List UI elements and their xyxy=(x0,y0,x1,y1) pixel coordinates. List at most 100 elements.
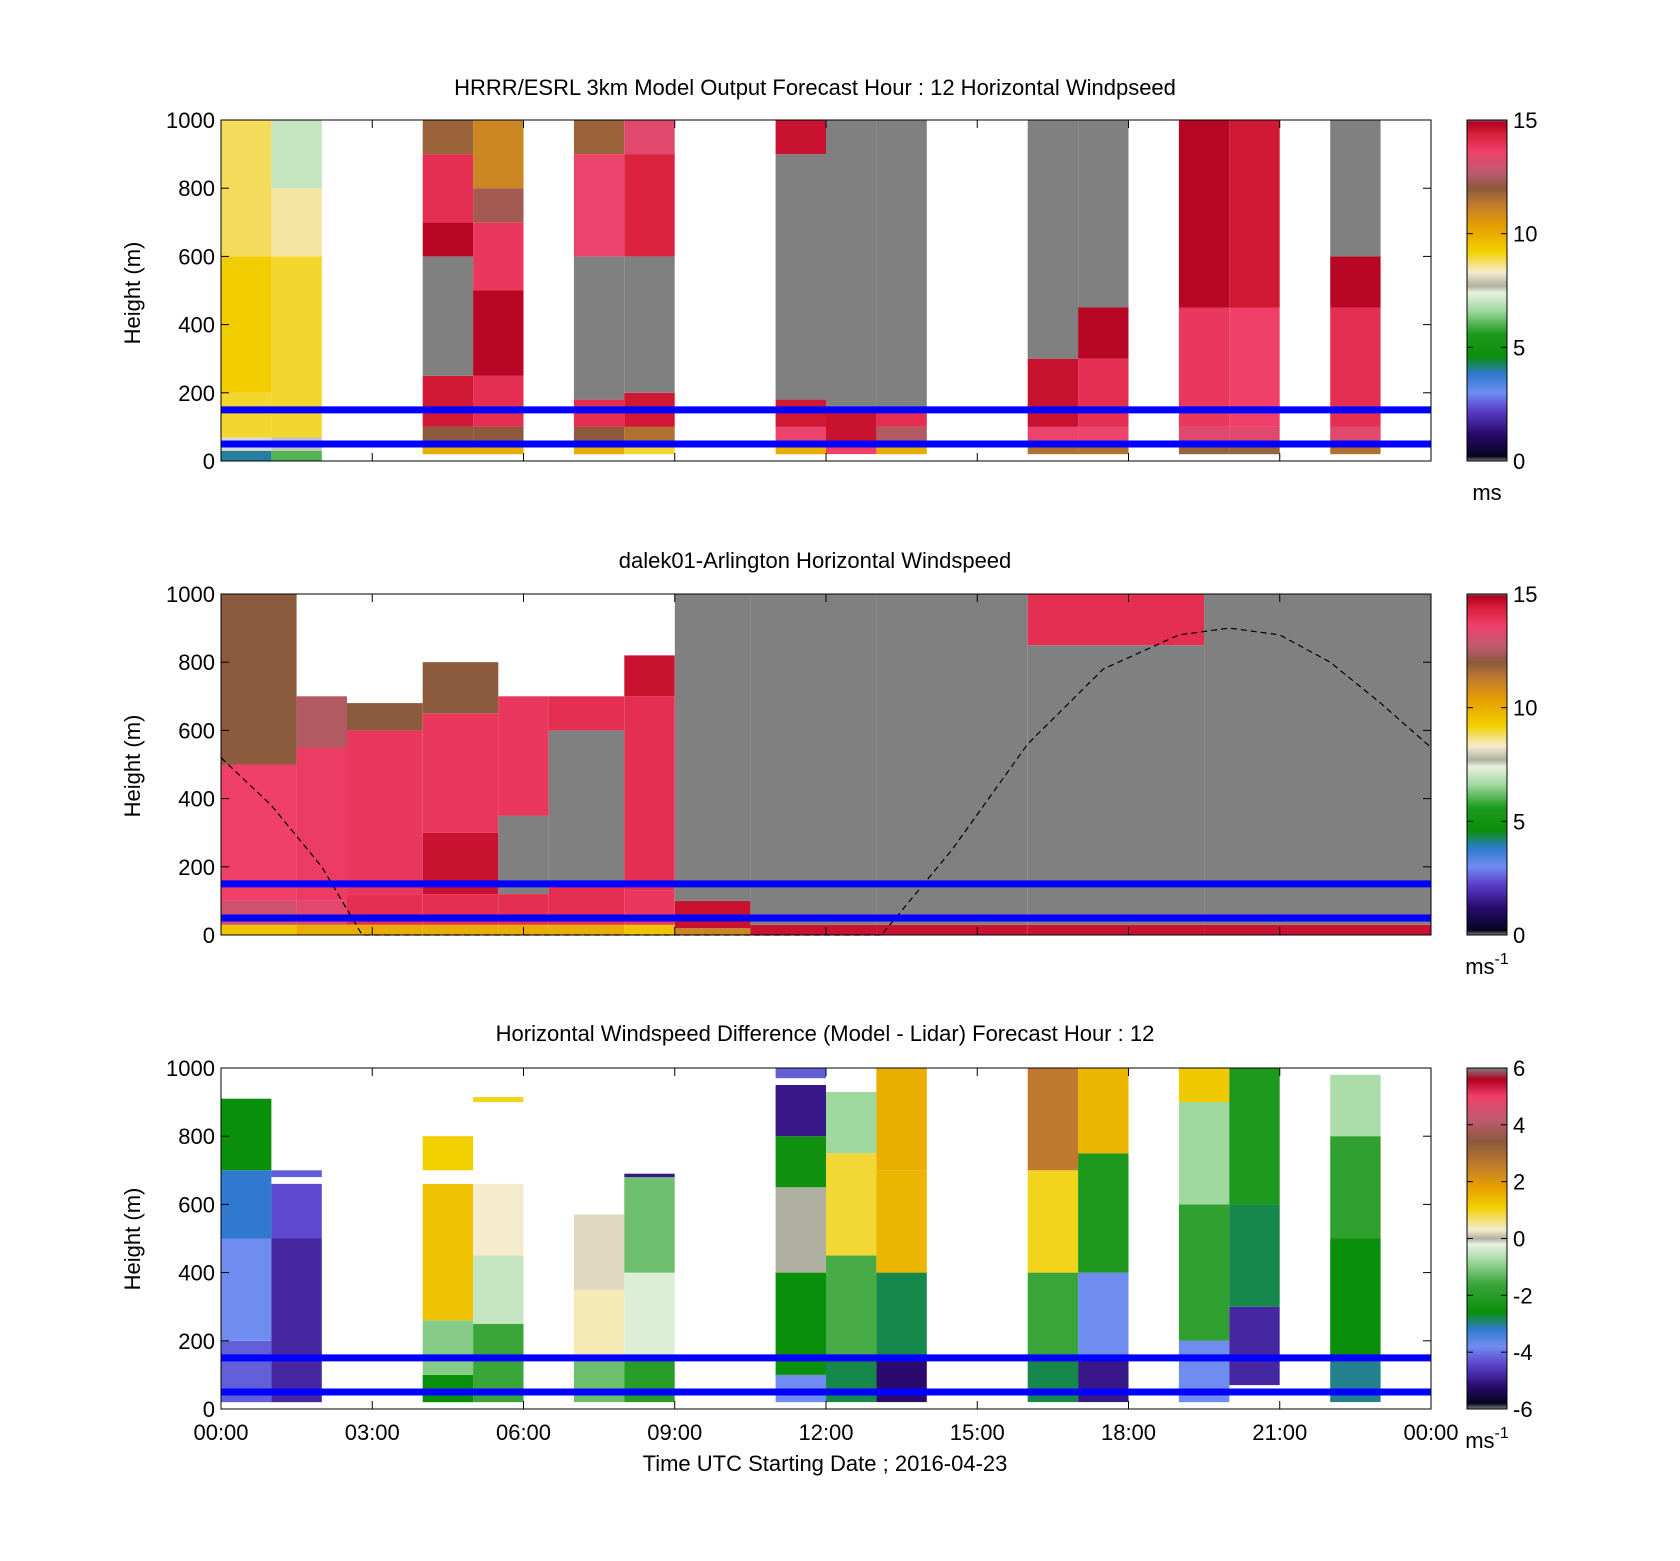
y-tick-label: 1000 xyxy=(166,1056,215,1081)
panel-title: dalek01-Arlington Horizontal Windspeed xyxy=(619,548,1012,573)
heatmap-cell xyxy=(473,188,524,223)
heatmap-cell xyxy=(624,290,675,393)
panel-windspeed-difference: Horizontal Windspeed Difference (Model -… xyxy=(120,1021,1533,1453)
colorbar-tick-label: 4 xyxy=(1513,1113,1525,1138)
colorbar: 6 4 2 0 -2 -4 -6ms-1 xyxy=(1465,1056,1532,1453)
colorbar-tick-label: 2 xyxy=(1513,1170,1525,1195)
heatmap-cell xyxy=(1027,358,1079,427)
y-tick-label: 0 xyxy=(203,449,215,474)
colorbar-tick-label: 15 xyxy=(1513,582,1537,607)
heatmap-cell xyxy=(422,447,474,455)
heatmap-cell xyxy=(422,256,474,376)
heatmap-cell xyxy=(422,1136,474,1171)
heatmap-cell xyxy=(473,120,524,189)
heatmap-cell xyxy=(1178,120,1230,308)
heatmap-cell xyxy=(826,1357,877,1403)
y-axis-label: Height (m) xyxy=(120,1188,145,1291)
heatmap-cell xyxy=(1027,1068,1079,1171)
heatmap-cell xyxy=(1204,594,1431,925)
colorbar-tick-label: 5 xyxy=(1513,809,1525,834)
heatmap-cell xyxy=(624,154,675,257)
heatmap-cell xyxy=(473,375,524,427)
heatmap-cell xyxy=(826,1255,877,1358)
heatmap-cell xyxy=(876,1170,927,1273)
colorbar-gradient xyxy=(1466,119,1508,462)
heatmap-cell xyxy=(1229,447,1280,455)
heatmap-cell xyxy=(422,222,474,257)
heatmap-cell xyxy=(1027,1170,1079,1273)
colorbar-unit: ms xyxy=(1472,480,1501,505)
panel-title: Horizontal Windspeed Difference (Model -… xyxy=(496,1021,1155,1046)
heatmap-cell xyxy=(347,703,423,731)
heatmap-cell xyxy=(422,120,474,155)
heatmap-cell xyxy=(1330,1357,1381,1403)
y-tick-label: 600 xyxy=(178,718,215,743)
colorbar-tick-label: 10 xyxy=(1513,222,1537,247)
colorbar-unit: ms-1 xyxy=(1465,1425,1509,1453)
heatmap-cell xyxy=(876,409,927,427)
y-tick-label: 400 xyxy=(178,313,215,338)
heatmap-cell xyxy=(1330,447,1381,455)
heatmap-cell xyxy=(271,1183,322,1239)
heatmap-cell xyxy=(1178,1204,1230,1341)
colorbar-tick-label: -2 xyxy=(1513,1283,1533,1308)
heatmap-cell xyxy=(876,1068,927,1171)
heatmap-cell xyxy=(1204,924,1431,935)
y-tick-label: 1000 xyxy=(166,108,215,133)
heatmap-cell xyxy=(876,594,1028,925)
heatmap-cell xyxy=(876,447,927,455)
heatmap-cell xyxy=(422,154,474,223)
heatmap-cell xyxy=(876,120,927,410)
heatmap-cell xyxy=(1027,924,1205,935)
heatmap-cell xyxy=(1078,1153,1129,1273)
heatmap-cell xyxy=(271,1238,322,1403)
heatmap-cell xyxy=(624,1173,675,1178)
y-tick-label: 600 xyxy=(178,244,215,269)
heatmap-cell xyxy=(548,696,625,731)
colorbar-tick-label: 15 xyxy=(1513,108,1537,133)
heatmap-cell xyxy=(296,924,347,935)
x-ticks: 00:00 03:00 06:00 09:00 12:00 15:00 18:00 21:00… xyxy=(193,1420,1458,1445)
heatmap-cell xyxy=(1330,1136,1381,1239)
x-tick-label: 18:00 xyxy=(1101,1420,1156,1445)
x-tick-label: 03:00 xyxy=(345,1420,400,1445)
heatmap-cell xyxy=(1027,120,1079,359)
heatmap-cell xyxy=(573,1214,625,1290)
heatmap-cell xyxy=(422,375,474,427)
colorbar-tick-label: -4 xyxy=(1513,1340,1533,1365)
heatmap-cell xyxy=(775,447,826,455)
heatmap-cell xyxy=(271,450,322,461)
heatmap-cell xyxy=(221,1238,272,1341)
y-ticks: 1000 800 600 400 200 0 xyxy=(166,108,1432,474)
heatmap-cell xyxy=(271,1170,322,1178)
heatmap-cell xyxy=(271,188,322,257)
heatmap-cell xyxy=(422,662,499,714)
colorbar-gradient xyxy=(1466,1067,1508,1410)
heatmap-cell xyxy=(1178,447,1230,455)
heatmap-cell xyxy=(296,696,347,748)
heatmap-cell xyxy=(1330,120,1381,257)
heatmap-cell xyxy=(674,594,751,901)
heatmap-cell xyxy=(1078,1272,1129,1358)
heatmap-cells xyxy=(221,120,1431,461)
y-tick-label: 0 xyxy=(203,923,215,948)
y-tick-label: 1000 xyxy=(166,582,215,607)
colorbar-tick-label: -6 xyxy=(1513,1397,1533,1422)
heatmap-cell xyxy=(1229,1306,1280,1386)
heatmap-cell xyxy=(1229,120,1280,308)
heatmap-cell xyxy=(296,747,347,901)
heatmap-cell xyxy=(347,924,423,935)
heatmap-cell xyxy=(221,450,272,461)
heatmap-cell xyxy=(573,1357,625,1403)
heatmap-cell xyxy=(876,924,1028,935)
heatmap-cell xyxy=(221,392,272,438)
heatmap-cell xyxy=(1078,1068,1129,1154)
heatmap-cell xyxy=(775,1068,826,1079)
x-tick-label: 09:00 xyxy=(647,1420,702,1445)
heatmap-cell xyxy=(1178,1068,1230,1103)
x-tick-label: 21:00 xyxy=(1252,1420,1307,1445)
dashed-curve xyxy=(220,627,1432,936)
heatmap-cell xyxy=(347,730,423,895)
x-tick-label: 00:00 xyxy=(193,1420,248,1445)
